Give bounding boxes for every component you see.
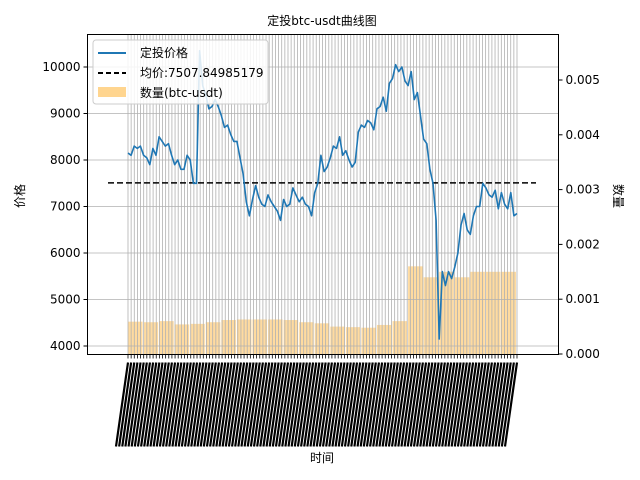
svg-text:7000: 7000 [50,200,81,214]
y-axis-left: 4000 5000 6000 7000 8000 9000 10000 [42,60,88,353]
y-axis-right: 0.000 0.001 0.002 0.003 0.004 0.005 [558,73,600,361]
legend-label-price: 定投价格 [140,45,188,60]
x-axis-label: 时间 [310,451,334,465]
y-axis-label-left: 价格 [12,184,27,208]
legend-label-mean: 均价:7507.84985179 [140,66,263,80]
plot-frame [87,34,559,355]
svg-text:0.002: 0.002 [566,237,600,251]
svg-text:6000: 6000 [50,246,81,260]
legend-label-quantity: 数量(btc-usdt) [140,85,223,100]
legend-quantity-bar-icon [98,87,126,97]
svg-text:0.005: 0.005 [566,73,600,87]
quantity-bars [128,266,516,354]
x-axis-ticks [114,354,519,447]
legend: 定投价格 均价:7507.84985179 数量(btc-usdt) [92,39,269,105]
chart-title: 定投btc-usdt曲线图 [267,13,376,28]
svg-text:0.000: 0.000 [566,347,600,361]
svg-text:10000: 10000 [42,60,80,74]
svg-text:0.003: 0.003 [566,183,600,197]
svg-text:0.004: 0.004 [566,128,600,142]
svg-text:0.001: 0.001 [566,292,600,306]
svg-text:9000: 9000 [50,107,81,121]
y-axis-label-right: 数量 [611,184,626,208]
svg-text:5000: 5000 [50,293,81,307]
svg-text:8000: 8000 [50,153,81,167]
svg-text:4000: 4000 [50,339,81,353]
horizontal-gridlines [87,66,559,347]
price-line [127,49,518,340]
